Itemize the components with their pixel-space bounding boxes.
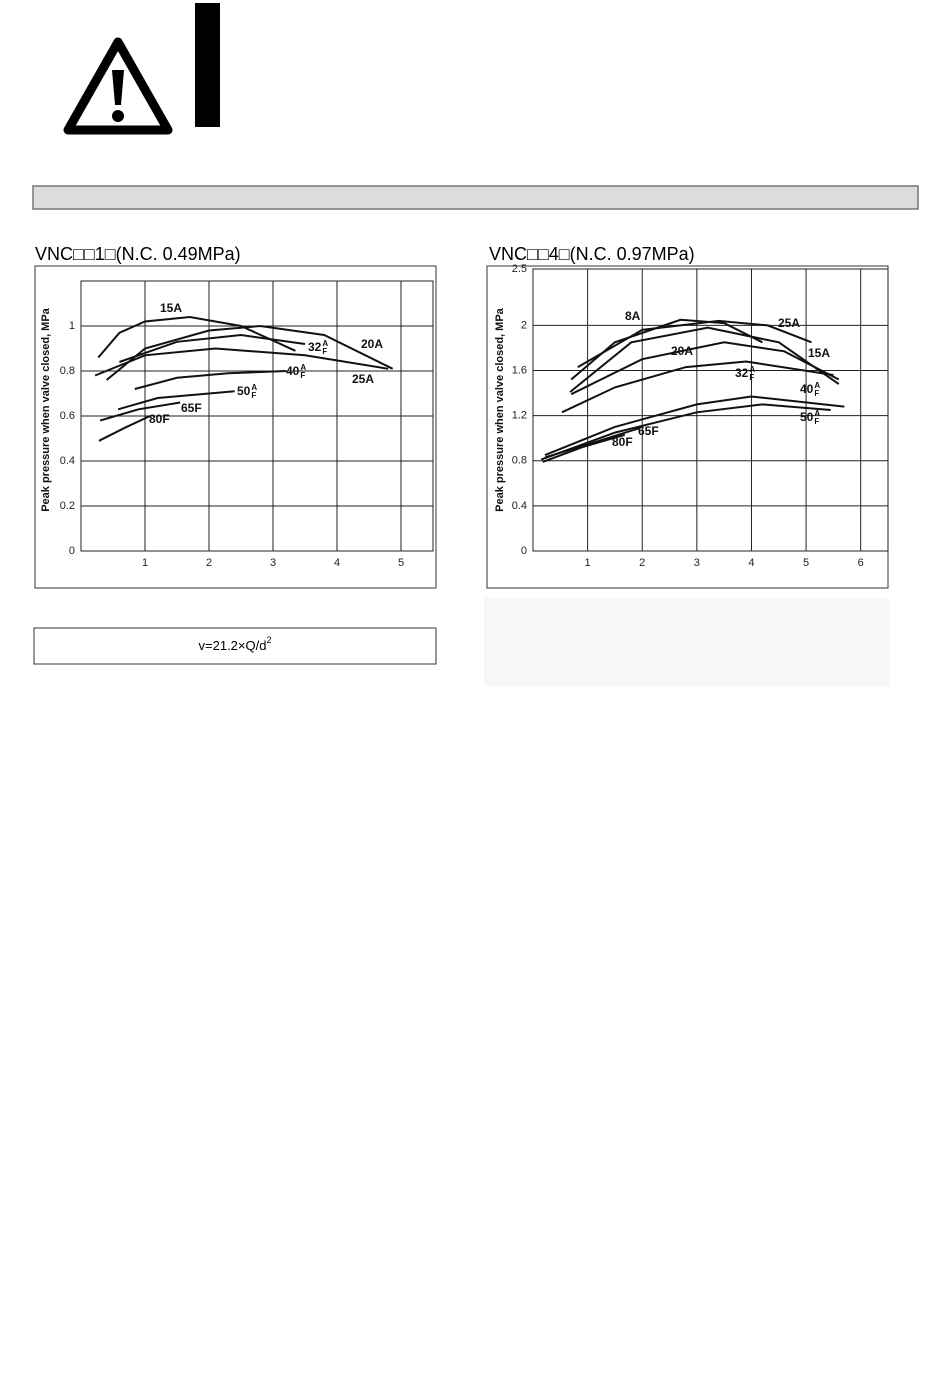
y-tick-label: 0.6 — [60, 410, 75, 422]
y-tick-label: 1.6 — [512, 364, 527, 376]
chart-title: VNC□□4□(N.C. 0.97MPa) — [489, 244, 695, 264]
x-tick-label: 6 — [858, 557, 864, 569]
x-tick-label: 3 — [270, 557, 276, 569]
curve — [119, 333, 306, 363]
series-label: 80F — [149, 412, 170, 426]
series-label: 15A — [808, 346, 830, 360]
series-label-suffix: F — [814, 417, 819, 426]
y-tick-label: 2.5 — [512, 263, 527, 275]
x-tick-label: 1 — [142, 557, 148, 569]
series-label: 65F — [638, 424, 659, 438]
series-label-suffix: F — [251, 391, 256, 400]
curve — [570, 341, 840, 396]
y-tick-label: 2 — [521, 319, 527, 331]
series-label: 50 — [800, 410, 814, 424]
x-tick-label: 2 — [206, 557, 212, 569]
series-label: 80F — [612, 435, 633, 449]
series-label-suffix: F — [322, 347, 327, 356]
chart-title: VNC□□1□(N.C. 0.49MPa) — [35, 244, 241, 264]
x-tick-label: 5 — [398, 557, 404, 569]
y-tick-label: 0 — [69, 545, 75, 557]
curve — [134, 370, 286, 390]
x-tick-label: 4 — [334, 557, 340, 569]
y-tick-label: 0.4 — [60, 455, 75, 467]
x-tick-label: 4 — [748, 557, 754, 569]
series-label-suffix: A — [749, 365, 755, 374]
chart-frame — [34, 265, 437, 589]
x-tick-label: 3 — [694, 557, 700, 569]
y-tick-label: 1 — [69, 320, 75, 332]
curve — [544, 395, 845, 457]
x-tick-label: 2 — [639, 557, 645, 569]
chart: VNC□□1□(N.C. 0.49MPa) Peak pressure when … — [34, 244, 437, 589]
x-tick-label: 5 — [803, 557, 809, 569]
curve — [99, 401, 181, 422]
curve — [98, 415, 151, 442]
curve — [540, 403, 831, 461]
curve — [94, 347, 389, 377]
series-label-suffix: A — [814, 409, 820, 418]
formula: v=21.2×Q/d2 — [199, 635, 272, 653]
series-label: 20A — [361, 337, 383, 351]
series-label: 40 — [286, 364, 300, 378]
curve — [105, 324, 394, 381]
series-label: 20A — [671, 344, 693, 358]
formula-text: v=21.2×Q/d — [199, 638, 267, 653]
y-tick-label: 1.2 — [512, 410, 527, 422]
series-label-suffix: F — [814, 389, 819, 398]
y-tick-label: 0 — [521, 545, 527, 557]
series-label-suffix: F — [749, 373, 754, 382]
series-label-suffix: F — [300, 371, 305, 380]
warning-icon — [63, 37, 173, 135]
series-label-suffix: A — [814, 381, 820, 390]
series-label-suffix: A — [322, 339, 328, 348]
curve — [561, 360, 834, 414]
curve — [544, 427, 641, 459]
curve — [117, 390, 235, 411]
series-label: 65F — [181, 401, 202, 415]
series-label: 25A — [778, 316, 800, 330]
series-label-suffix: A — [251, 383, 257, 392]
y-tick-label: 0.8 — [60, 365, 75, 377]
black-bar — [195, 3, 220, 127]
series-label: 50 — [237, 384, 251, 398]
series-label-suffix: A — [300, 363, 306, 372]
curve — [542, 433, 626, 463]
chart-frame — [486, 265, 889, 589]
formula-box — [33, 627, 437, 665]
chart: VNC□□4□(N.C. 0.97MPa) Peak pressure when … — [486, 244, 889, 589]
y-tick-label: 0.4 — [512, 500, 527, 512]
series-label: 15A — [160, 301, 182, 315]
series-label: 32 — [735, 366, 749, 380]
series-label: 8A — [625, 309, 641, 323]
faint-area — [484, 598, 890, 686]
y-axis-label: Peak pressure when valve closed, MPa — [40, 307, 52, 511]
curve — [97, 315, 296, 359]
series-label: 40 — [800, 382, 814, 396]
curve — [577, 319, 812, 368]
series-label: 32 — [308, 340, 322, 354]
y-axis-label: Peak pressure when valve closed, MPa — [494, 307, 506, 511]
curve — [569, 326, 840, 393]
formula-exponent: 2 — [266, 635, 271, 645]
y-tick-label: 0.2 — [60, 500, 75, 512]
series-label: 25A — [352, 372, 374, 386]
y-tick-label: 0.8 — [512, 455, 527, 467]
section-bar — [32, 185, 919, 210]
x-tick-label: 1 — [585, 557, 591, 569]
